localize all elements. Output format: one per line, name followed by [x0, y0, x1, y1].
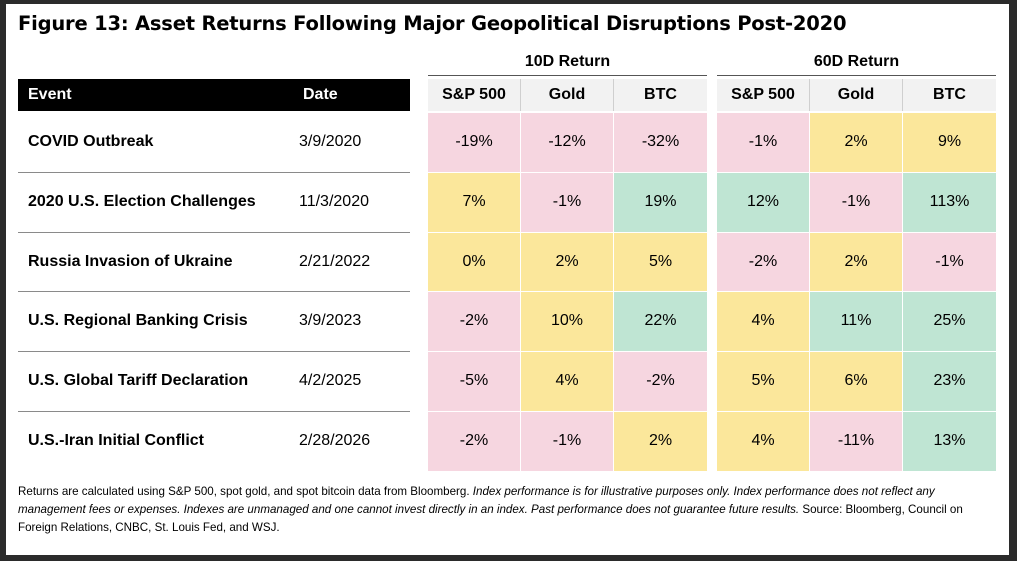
event-label: COVID Outbreak	[28, 133, 154, 150]
return-cell-60d-sp500: 5%	[717, 352, 810, 412]
figure-card: Figure 13: Asset Returns Following Major…	[6, 4, 1009, 555]
return-cell-10d-btc: -32%	[614, 113, 707, 173]
return-cell-10d-sp500: -2%	[428, 412, 521, 472]
return-cell-10d-btc: 22%	[614, 292, 707, 353]
return-cell-60d-btc: 13%	[903, 412, 996, 472]
row-divider	[18, 351, 410, 353]
event-date: 2/21/2022	[299, 252, 371, 270]
return-cell-10d-gold: -1%	[521, 172, 614, 233]
return-cell-10d-gold: -1%	[521, 412, 614, 472]
return-cell-60d-sp500: 12%	[717, 172, 810, 233]
return-cell-10d-sp500: 7%	[428, 172, 521, 233]
event-date-header: Event Date	[18, 79, 410, 111]
footnote: Returns are calculated using S&P 500, sp…	[18, 483, 996, 537]
event-column-header: Event	[28, 86, 72, 103]
return-cell-60d-gold: 6%	[810, 352, 903, 412]
group-underline-10d	[428, 75, 707, 76]
footnote-source: Source: Bloomberg, Council on Foreign Re…	[18, 503, 963, 534]
date-column-header: Date	[303, 86, 338, 103]
event-label: Russia Invasion of Ukraine	[28, 252, 233, 270]
event-label: U.S. Regional Banking Crisis	[28, 312, 248, 330]
group-header-10d: 10D Return	[524, 53, 611, 70]
return-cell-60d-sp500: -1%	[717, 113, 810, 173]
return-cell-60d-btc: 23%	[903, 352, 996, 412]
return-cell-10d-btc: 19%	[614, 172, 707, 233]
return-cell-60d-sp500: 4%	[717, 412, 810, 472]
return-cell-10d-btc: 5%	[614, 232, 707, 293]
return-cell-10d-sp500: -19%	[428, 113, 521, 173]
col-header-60d-btc: BTC	[903, 79, 996, 111]
return-cell-60d-btc: -1%	[903, 232, 996, 293]
return-cell-60d-gold: 11%	[810, 292, 903, 353]
figure-title: Figure 13: Asset Returns Following Major…	[18, 12, 847, 35]
event-label: 2020 U.S. Election Challenges	[28, 192, 256, 210]
event-label: U.S. Global Tariff Declaration	[28, 372, 249, 390]
row-divider	[18, 411, 410, 412]
group-underline-60d	[717, 75, 996, 76]
return-cell-10d-gold: 10%	[521, 292, 614, 353]
event-date: 4/2/2025	[299, 372, 362, 390]
return-cell-10d-gold: -12%	[521, 113, 614, 173]
group-header-60d: 60D Return	[813, 53, 900, 70]
footnote-disclaimer: Index performance is for illustrative pu…	[18, 485, 935, 516]
row-divider	[18, 171, 410, 173]
col-header-60d-sp500: S&P 500	[717, 79, 810, 111]
return-cell-10d-sp500: -5%	[428, 352, 521, 412]
return-cell-10d-gold: 4%	[521, 352, 614, 412]
event-date: 3/9/2020	[299, 133, 362, 150]
col-header-10d-gold: Gold	[521, 79, 614, 111]
return-cell-10d-btc: -2%	[614, 352, 707, 412]
event-label: U.S.-Iran Initial Conflict	[28, 432, 205, 449]
event-date: 11/3/2020	[299, 192, 369, 210]
event-date: 3/9/2023	[299, 312, 362, 330]
footnote-text: Returns are calculated using S&P 500, sp…	[18, 485, 473, 498]
return-cell-60d-gold: -1%	[810, 172, 903, 233]
return-cell-10d-sp500: 0%	[428, 232, 521, 293]
return-cell-10d-gold: 2%	[521, 232, 614, 293]
col-header-10d-sp500: S&P 500	[428, 79, 521, 111]
event-date: 2/28/2026	[299, 432, 371, 449]
return-cell-60d-sp500: -2%	[717, 232, 810, 293]
return-cell-60d-sp500: 4%	[717, 292, 810, 353]
return-cell-60d-btc: 9%	[903, 113, 996, 173]
return-cell-60d-gold: 2%	[810, 113, 903, 173]
row-divider	[18, 291, 410, 293]
return-cell-60d-gold: 2%	[810, 232, 903, 293]
return-cell-10d-sp500: -2%	[428, 292, 521, 353]
col-header-10d-btc: BTC	[614, 79, 707, 111]
row-divider	[18, 231, 410, 233]
col-header-60d-gold: Gold	[810, 79, 903, 111]
return-cell-60d-gold: -11%	[810, 412, 903, 472]
return-cell-60d-btc: 113%	[903, 172, 996, 233]
return-cell-60d-btc: 25%	[903, 292, 996, 353]
return-cell-10d-btc: 2%	[614, 412, 707, 472]
